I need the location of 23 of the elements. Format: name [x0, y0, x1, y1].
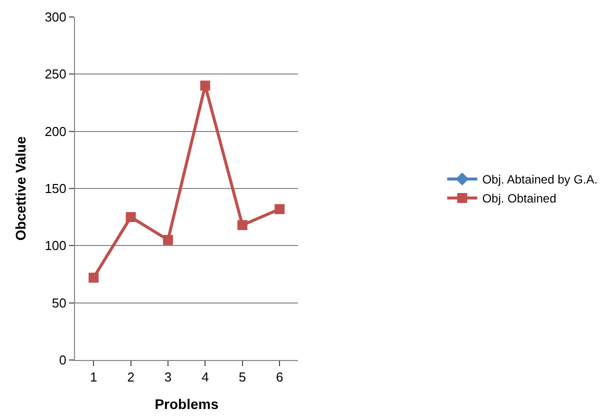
legend-label: Obj. Obtained	[482, 192, 556, 206]
y-tick-label: 150	[44, 181, 66, 196]
point	[88, 272, 99, 283]
point	[126, 212, 136, 222]
y-tick-label: 300	[44, 10, 66, 25]
point	[274, 204, 285, 214]
legend-label: Obj. Abtained by G.A.	[482, 172, 598, 187]
x-tick-label: 5	[238, 370, 246, 385]
point	[163, 234, 173, 245]
x-tick-label: 1	[90, 370, 98, 385]
x-tick-label: 4	[202, 370, 209, 385]
x-tick-label: 3	[164, 370, 172, 385]
y-tick-label: 50	[52, 295, 66, 310]
x-axis-title: Problems	[154, 396, 219, 412]
y-axis-title: Obcettive Value	[12, 136, 28, 241]
y-tick-label: 100	[44, 238, 66, 254]
point	[200, 80, 210, 91]
y-tick-label: 0	[59, 352, 66, 368]
x-tick-label: 6	[276, 370, 284, 385]
point	[237, 220, 248, 230]
y-tick-label: 250	[44, 66, 66, 82]
x-tick-label: 2	[127, 370, 134, 385]
y-tick-label: 200	[44, 124, 66, 139]
